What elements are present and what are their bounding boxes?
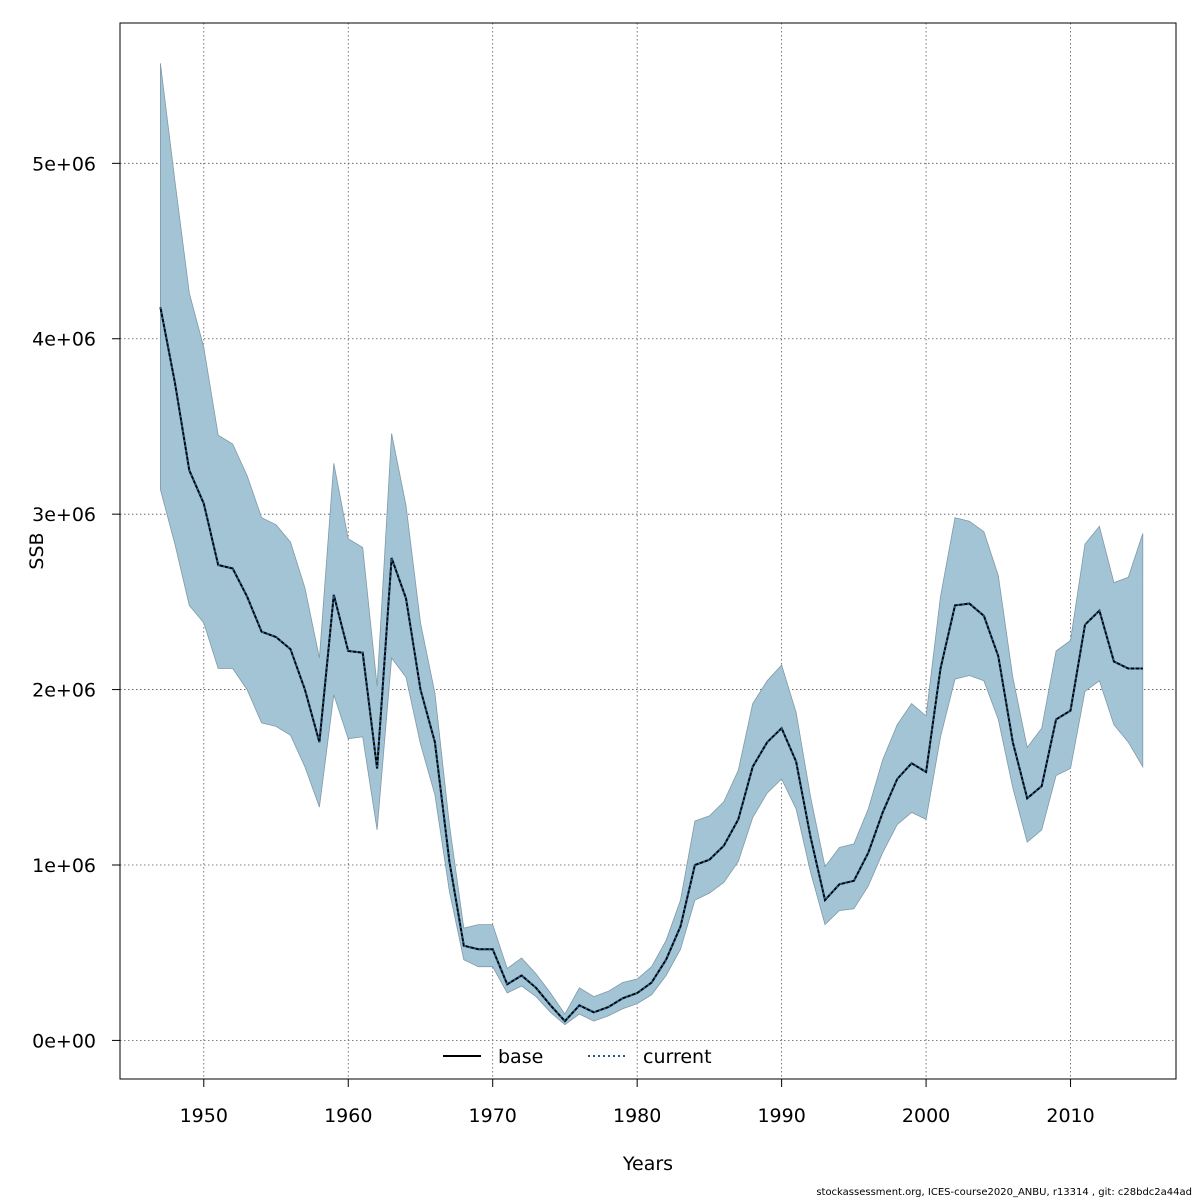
series-line-current xyxy=(159,307,1143,1023)
y-axis-label: SSB xyxy=(26,532,48,569)
y-tick-label: 3e+06 xyxy=(32,504,96,526)
y-tick-label: 5e+06 xyxy=(32,153,96,175)
y-tick-label: 0e+00 xyxy=(32,1030,96,1052)
legend-label-base: base xyxy=(498,1046,543,1068)
y-tick-label: 2e+06 xyxy=(32,680,96,702)
x-tick-label: 1970 xyxy=(469,1105,517,1127)
legend-label-current: current xyxy=(643,1046,712,1068)
legend: base current xyxy=(443,1046,712,1068)
y-axis: 0e+00 1e+06 2e+06 3e+06 4e+06 5e+06 xyxy=(32,153,120,1052)
y-tick-label: 4e+06 xyxy=(32,329,96,351)
x-tick-label: 1950 xyxy=(180,1105,228,1127)
plot-frame xyxy=(119,22,1177,1080)
y-tick-label: 1e+06 xyxy=(32,855,96,877)
x-axis: 1950 1960 1970 1980 1990 2000 2010 xyxy=(180,1079,1095,1127)
footer-credit: stockassessment.org, ICES-course2020_ANB… xyxy=(816,1187,1192,1198)
confidence-band xyxy=(160,63,1144,1026)
x-tick-label: 2010 xyxy=(1046,1105,1094,1127)
x-tick-label: 1960 xyxy=(324,1105,372,1127)
x-tick-label: 1990 xyxy=(757,1105,805,1127)
x-axis-label: Years xyxy=(622,1153,673,1175)
x-tick-label: 1980 xyxy=(613,1105,661,1127)
x-tick-label: 2000 xyxy=(902,1105,950,1127)
